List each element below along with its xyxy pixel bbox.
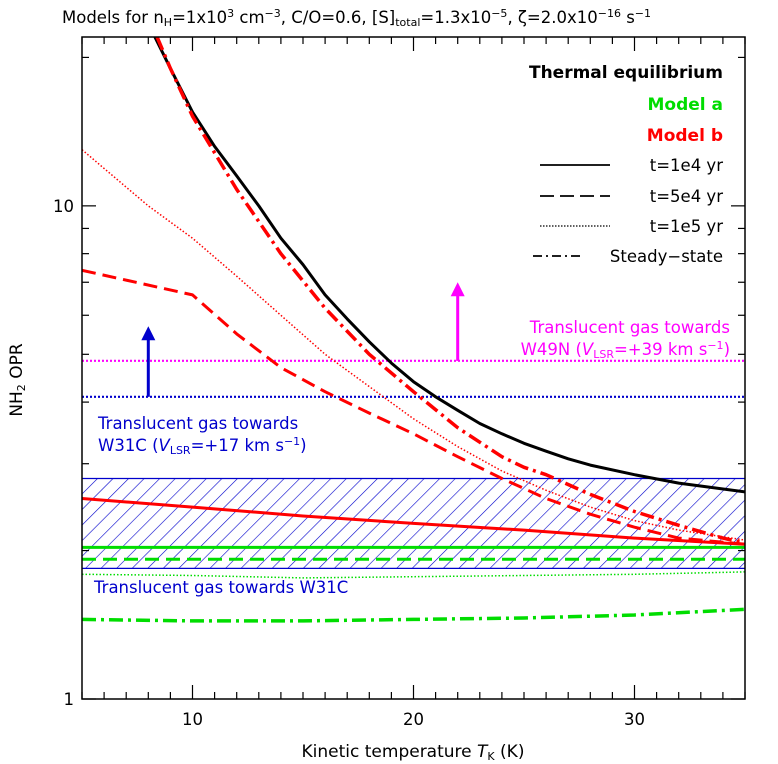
y-axis-label: NH2 OPR (7, 343, 28, 417)
legend-t2: t=5e4 yr (650, 187, 723, 206)
legend-steady: Steady−state (610, 247, 723, 266)
y-tick-label: 10 (53, 197, 74, 216)
legend: Thermal equilibrium Model a Model b t=1e… (529, 63, 723, 266)
series-line-8 (82, 607, 745, 623)
series-line-7 (82, 571, 745, 579)
legend-t1: t=1e4 yr (650, 156, 723, 175)
plot-frame (81, 36, 746, 700)
arrow-head-1 (450, 282, 465, 297)
series-line-3 (82, 149, 745, 541)
series-line-2 (82, 268, 745, 546)
arrow-head-0 (141, 326, 156, 341)
chart-title: Models for nH=1x103 cm−3, C/O=0.6, [S]to… (62, 7, 651, 30)
legend-model-b: Model b (647, 126, 723, 146)
series-line-1 (82, 497, 745, 546)
w31c-band-label: Translucent gas towards W31C (93, 578, 348, 597)
y-tick-label: 1 (64, 690, 75, 709)
series-layer (82, 37, 745, 623)
w49n-annotation-line1: Translucent gas towards (529, 318, 730, 337)
legend-t3: t=1e5 yr (650, 217, 723, 236)
x-tick-label: 30 (624, 710, 645, 729)
w49n-annotation-line2: W49N (VLSR=+39 km s−1) (521, 339, 730, 362)
w31c-annotation-line2: W31C (VLSR=+17 km s−1) (98, 435, 307, 458)
legend-model-a: Model a (647, 95, 723, 115)
w31c-annotation-line1: Translucent gas towards (97, 414, 298, 433)
x-tick-label: 10 (182, 710, 203, 729)
x-axis-label: Kinetic temperature TK (K) (302, 742, 525, 763)
x-tick-label: 20 (403, 710, 424, 729)
series-line-0 (153, 37, 745, 494)
arrow-layer (141, 282, 465, 397)
tick-layer: 10 20 30 1 10 (53, 37, 746, 729)
series-line-4 (155, 37, 745, 545)
legend-thermal: Thermal equilibrium (529, 63, 723, 83)
